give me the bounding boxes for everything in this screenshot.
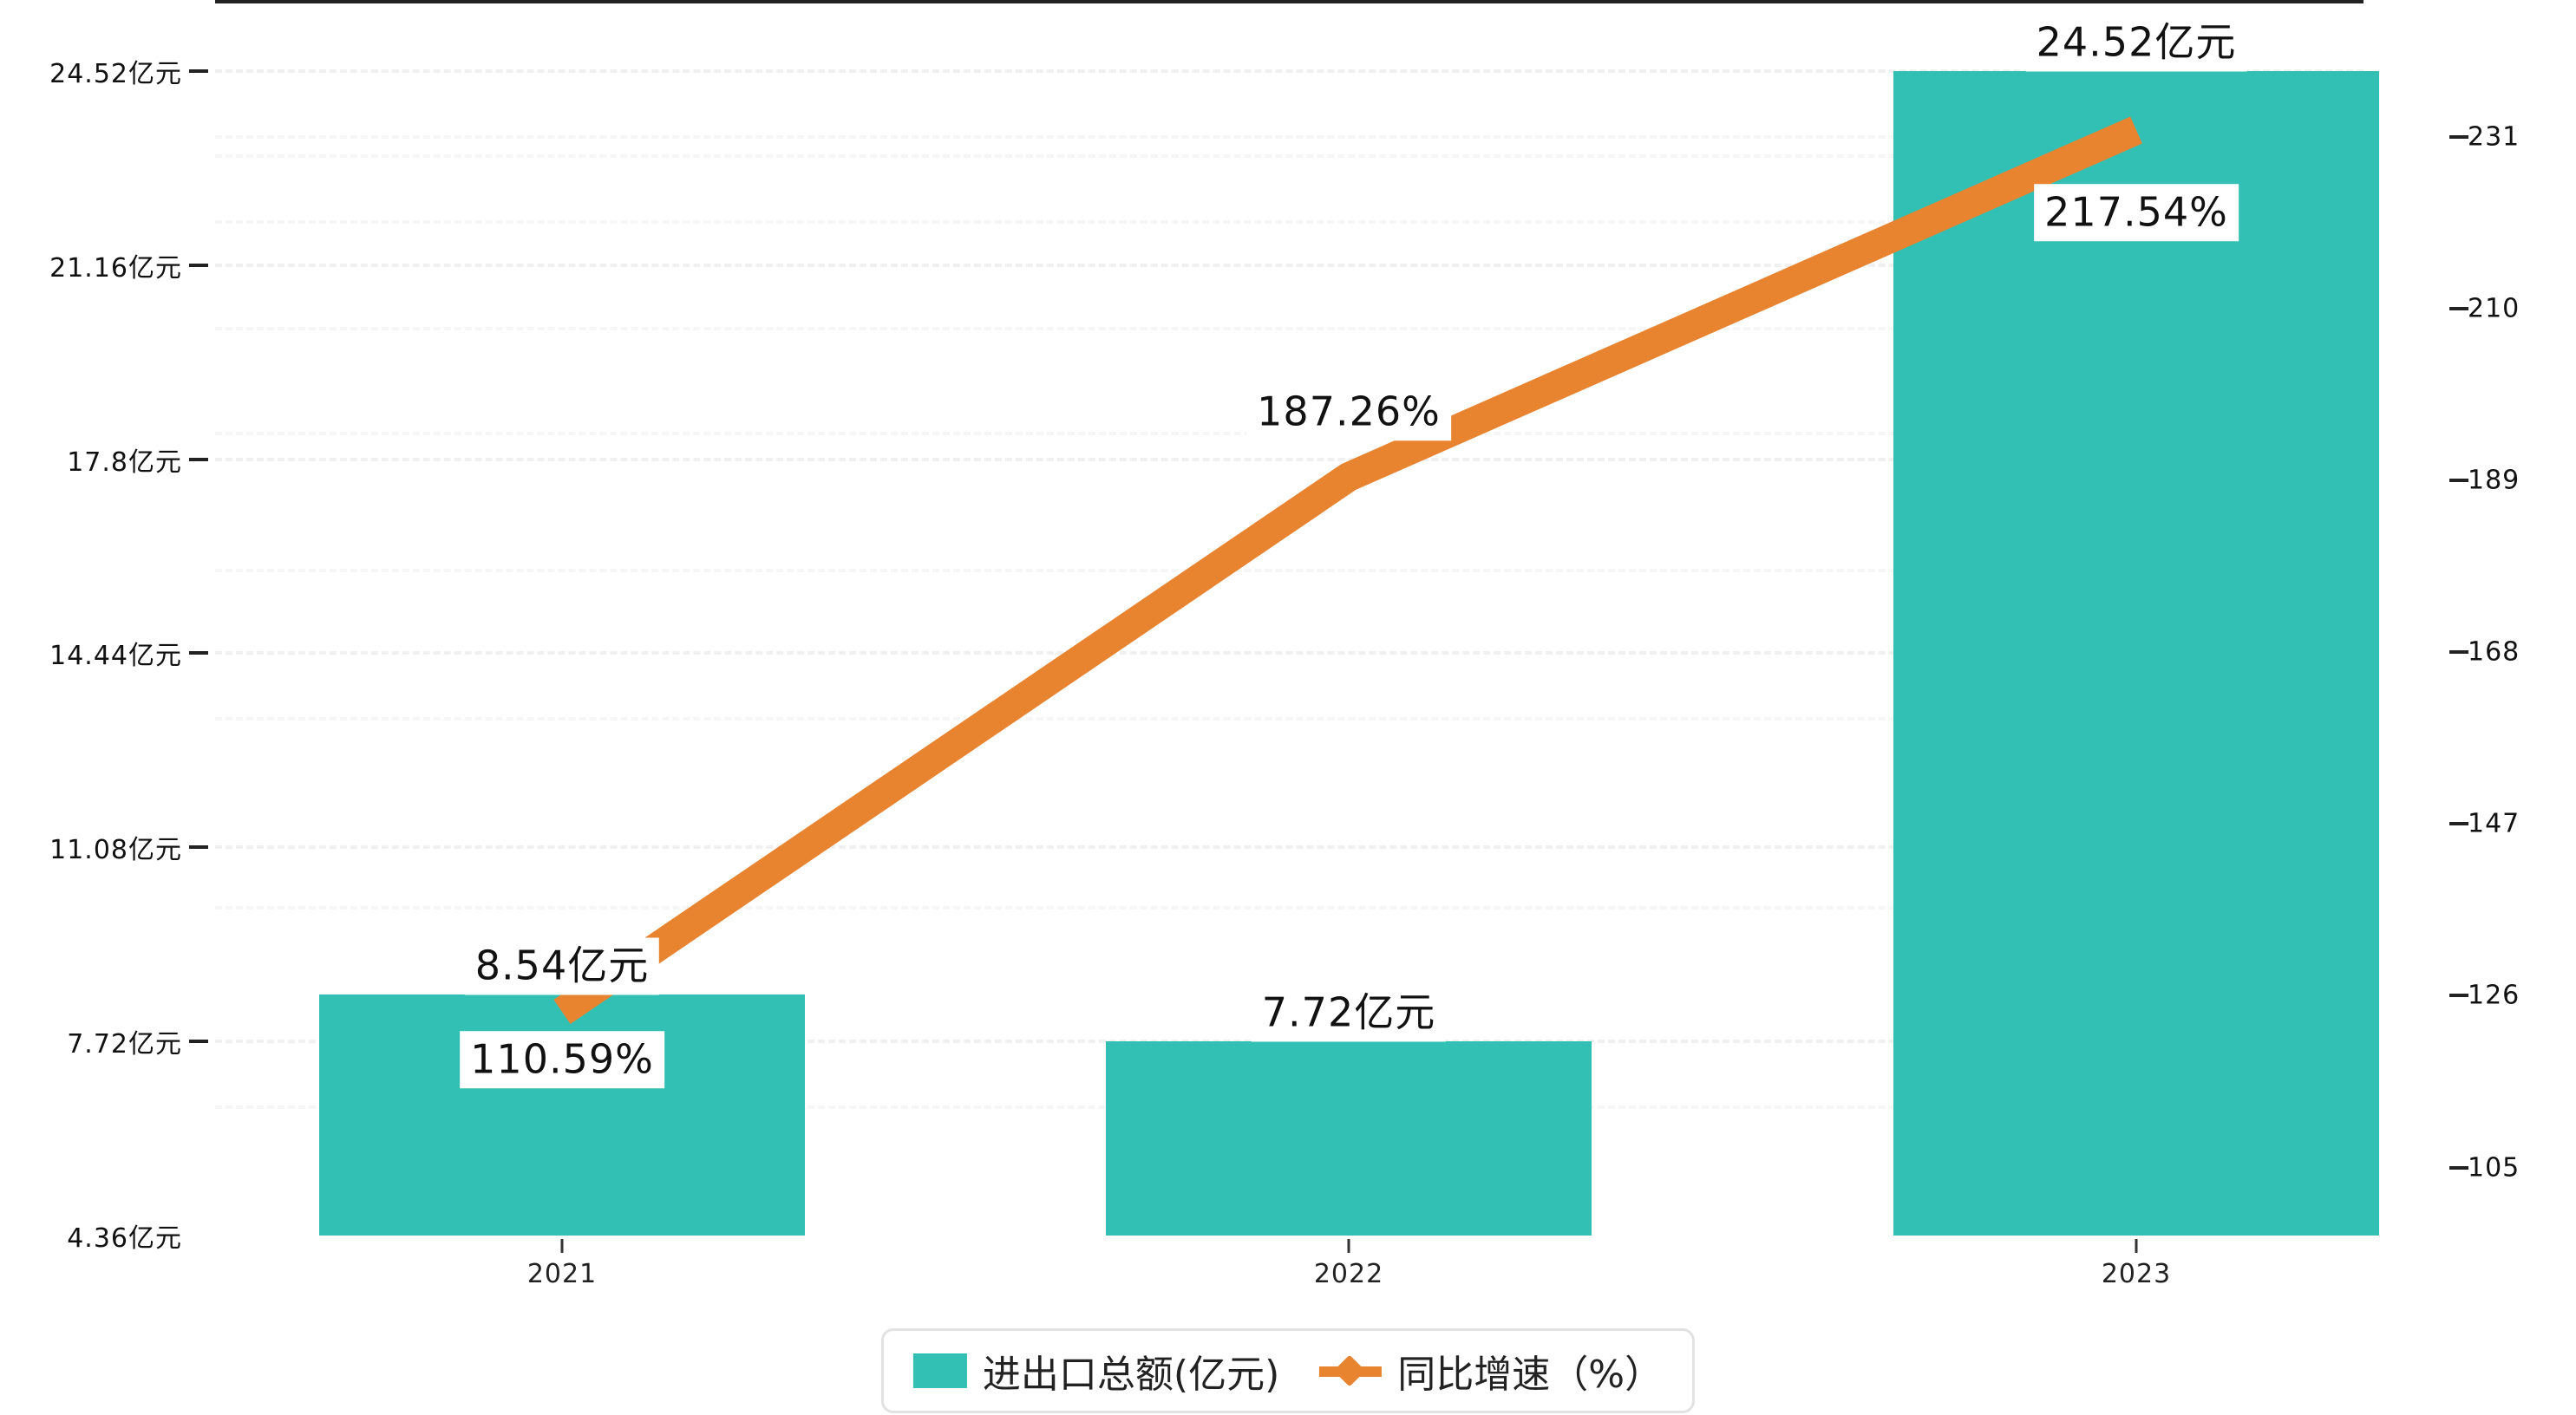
x-tick-mark-2022 xyxy=(1347,1239,1350,1253)
growth-rate-polyline[interactable] xyxy=(553,116,2142,1025)
bar-value-label-2023: 24.52亿元 xyxy=(2025,14,2247,71)
legend-item-import-export-total[interactable]: 进出口总额(亿元) xyxy=(912,1343,1280,1399)
y-left-tick-label: 14.44亿元 xyxy=(49,641,182,671)
gridline-major xyxy=(215,69,2364,73)
x-tick-label-2022: 2022 xyxy=(1313,1259,1384,1289)
y-right-tick-mark xyxy=(2449,1166,2468,1170)
y-axis-right: 231 210 189 168 147 126 105 xyxy=(2468,0,2576,1415)
bar-2023[interactable] xyxy=(1893,71,2379,1236)
y-right-tick-mark xyxy=(2449,650,2468,654)
y-left-tick-mark xyxy=(189,458,208,461)
y-right-tick-mark xyxy=(2449,479,2468,482)
y-left-tick-mark xyxy=(189,264,208,267)
y-left-tick-mark xyxy=(189,1040,208,1043)
gridline-major xyxy=(215,458,2364,461)
x-axis-baseline xyxy=(215,0,2364,3)
chart-legend: 进出口总额(亿元) 同比增速（%） xyxy=(880,1328,1696,1413)
bar-value-label-2021: 8.54亿元 xyxy=(464,937,660,994)
y-right-tick-mark xyxy=(2449,307,2468,310)
line-value-label-2022: 187.26% xyxy=(1246,383,1451,440)
y-right-tick-mark xyxy=(2449,994,2468,997)
y-right-tick-mark xyxy=(2449,822,2468,825)
x-tick-label-2023: 2023 xyxy=(2101,1259,2172,1289)
x-tick-mark-2023 xyxy=(2135,1239,2138,1253)
line-value-label-2023: 217.54% xyxy=(2034,184,2239,241)
gridline-minor xyxy=(215,717,2364,721)
y-axis-left: 24.52亿元 21.16亿元 17.8亿元 14.44亿元 11.08亿元 7… xyxy=(0,0,182,1415)
gridline-major xyxy=(215,651,2364,655)
y-left-tick-mark xyxy=(189,651,208,655)
y-left-tick-label: 21.16亿元 xyxy=(49,253,182,284)
y-left-tick-label: 4.36亿元 xyxy=(67,1223,182,1254)
y-left-tick-mark xyxy=(189,845,208,849)
gridline-major xyxy=(215,845,2364,849)
gridline-major xyxy=(215,264,2364,267)
y-left-tick-mark xyxy=(189,69,208,73)
y-right-tick-label: 126 xyxy=(2468,980,2520,1011)
line-marker-icon xyxy=(1319,1353,1383,1388)
y-right-tick-label: 105 xyxy=(2468,1152,2520,1184)
legend-label-import-export-total: 进出口总额(亿元) xyxy=(982,1353,1280,1397)
x-tick-label-2021: 2021 xyxy=(526,1259,598,1289)
x-tick-mark-2021 xyxy=(560,1239,564,1253)
y-left-tick-label: 7.72亿元 xyxy=(67,1029,182,1060)
line-value-label-2021: 110.59% xyxy=(460,1031,664,1088)
legend-label-growth-rate: 同比增速（%） xyxy=(1397,1353,1664,1397)
gridline-minor xyxy=(215,154,2364,158)
y-right-tick-label: 189 xyxy=(2468,465,2520,496)
legend-item-growth-rate[interactable]: 同比增速（%） xyxy=(1319,1343,1663,1399)
bar-swatch-icon xyxy=(912,1353,967,1388)
y-right-tick-mark xyxy=(2449,135,2468,139)
gridline-minor xyxy=(215,220,2364,224)
bar-value-label-2022: 7.72亿元 xyxy=(1251,984,1447,1041)
y-left-tick-label: 11.08亿元 xyxy=(49,835,182,865)
bar-2022[interactable] xyxy=(1106,1041,1592,1236)
y-left-tick-label: 17.8亿元 xyxy=(67,447,182,478)
y-left-tick-label: 24.52亿元 xyxy=(49,59,182,89)
gridline-minor xyxy=(215,135,2364,139)
gridline-minor xyxy=(215,906,2364,910)
y-right-tick-label: 168 xyxy=(2468,636,2520,668)
y-right-tick-label: 231 xyxy=(2468,121,2520,153)
gridline-minor xyxy=(215,327,2364,330)
y-right-tick-label: 210 xyxy=(2468,293,2520,324)
gridline-minor xyxy=(215,569,2364,572)
y-right-tick-label: 147 xyxy=(2468,808,2520,839)
